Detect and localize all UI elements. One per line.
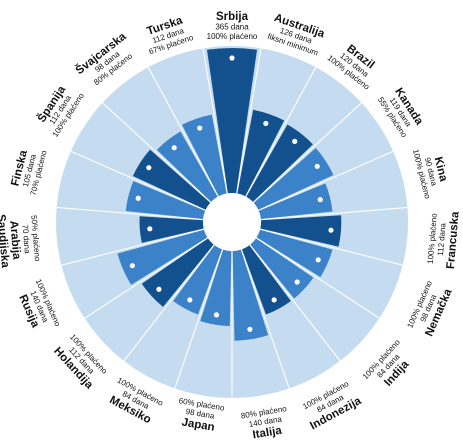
country-detail: 100% plaćeno xyxy=(207,32,258,41)
bar-kanada xyxy=(253,148,334,210)
dot-saudijska-arabija xyxy=(147,226,153,232)
dot-svajcarska xyxy=(171,145,177,151)
bar-finska xyxy=(125,181,206,220)
bar-turska xyxy=(181,114,227,197)
gridline xyxy=(245,66,317,197)
gridline xyxy=(84,237,209,319)
country-name: Saudijska xyxy=(0,214,11,269)
gridline xyxy=(252,102,362,203)
gridline xyxy=(258,150,394,211)
radial-gridlines xyxy=(56,48,408,398)
dot-australija xyxy=(263,120,269,127)
gridline xyxy=(70,150,206,211)
gridline xyxy=(174,249,224,389)
country-detail: 70 dana xyxy=(21,224,32,254)
bar-brazil xyxy=(246,124,313,202)
dot-kina xyxy=(317,197,323,203)
bar-nemacka xyxy=(256,229,333,278)
dot-turska xyxy=(197,125,203,131)
bar-australija xyxy=(237,109,285,197)
bar-spanija xyxy=(132,149,211,210)
dot-indonezija xyxy=(271,297,277,303)
gridline xyxy=(147,66,219,197)
bar-francuska xyxy=(260,215,342,247)
gridline xyxy=(255,237,380,319)
gridline xyxy=(236,48,262,194)
dot-nemacka xyxy=(315,257,321,263)
value-markers xyxy=(129,55,334,332)
center-hole xyxy=(203,193,261,251)
dot-indija xyxy=(294,279,300,285)
country-name: Arabija xyxy=(7,220,22,260)
country-detail: 365 dana xyxy=(215,23,249,32)
dot-italija xyxy=(247,326,253,332)
dot-finska xyxy=(135,195,141,201)
bars xyxy=(117,47,342,341)
country-detail: 112 dana xyxy=(436,222,448,256)
dot-holandija xyxy=(156,286,162,292)
bar-meksiko xyxy=(173,245,223,315)
dot-kanada xyxy=(314,163,320,169)
gridline xyxy=(56,206,204,221)
bar-italija xyxy=(232,249,269,341)
gridline xyxy=(123,244,215,362)
bar-kina xyxy=(258,183,333,220)
dot-francuska xyxy=(328,227,334,233)
bar-srbija xyxy=(206,47,258,194)
country-detail: 100% plaćeno xyxy=(426,212,439,264)
gridline xyxy=(259,228,403,266)
gridline xyxy=(260,206,408,221)
dot-rusija xyxy=(129,263,135,269)
gridline xyxy=(240,249,290,389)
country-name: Italija xyxy=(252,425,284,442)
dot-spanija xyxy=(146,165,152,171)
country-detail: 50% plaćeno xyxy=(29,215,42,262)
country-name: Srbija xyxy=(216,11,249,23)
dot-meksiko xyxy=(187,297,193,303)
dot-brazil xyxy=(292,138,298,144)
gridline xyxy=(249,244,341,362)
bar-saudijska-arabija xyxy=(139,216,204,243)
dot-srbija xyxy=(229,55,235,61)
bar-japan xyxy=(200,249,232,327)
gridline xyxy=(61,228,205,266)
bar-rusija xyxy=(117,229,208,285)
gridline xyxy=(102,102,212,203)
dot-japan xyxy=(213,312,220,318)
bar-indonezija xyxy=(241,245,291,315)
gridline xyxy=(202,48,228,194)
country-name: Francuska xyxy=(445,211,462,270)
country-name: Japan xyxy=(181,417,216,434)
